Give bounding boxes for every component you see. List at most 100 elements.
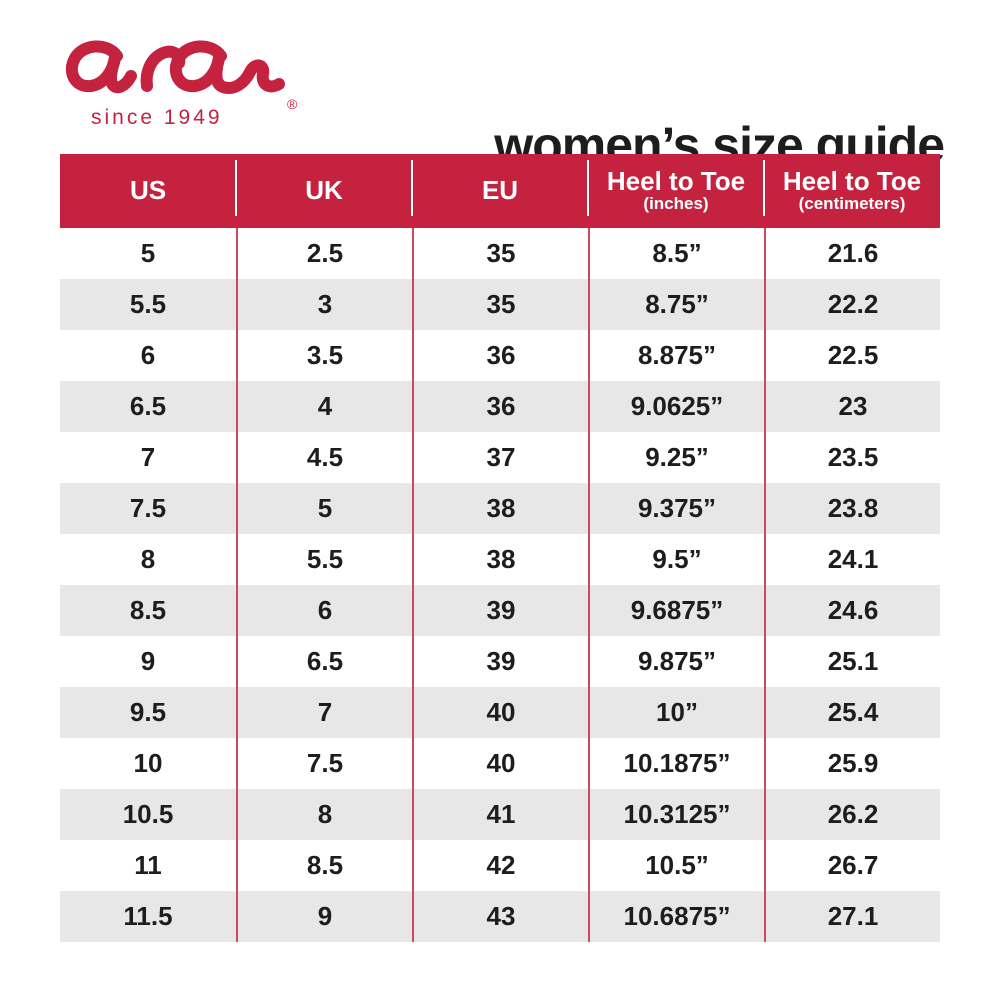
table-cell: 9.5”	[588, 534, 764, 585]
table-row: 7.5 5 38 9.375” 23.8	[60, 483, 940, 534]
column-header-uk: UK	[235, 154, 412, 228]
table-cell: 40	[412, 687, 588, 738]
table-cell: 7	[236, 687, 412, 738]
table-cell: 9.0625”	[588, 381, 764, 432]
table-cell: 5.5	[129, 289, 167, 319]
table-cell: 6.5	[236, 636, 412, 687]
table-cell: 9.5	[129, 697, 167, 727]
column-header-label: Heel to Toe	[606, 166, 746, 196]
table-cell: 6	[236, 585, 412, 636]
table-cell: 5	[140, 238, 156, 268]
table-cell: 4.5	[236, 432, 412, 483]
table-cell: 25.4	[764, 687, 940, 738]
table-cell: 27.1	[764, 891, 940, 942]
table-cell: 41	[412, 789, 588, 840]
column-header-label: US	[129, 175, 167, 206]
table-cell: 8	[140, 544, 156, 574]
table-cell: 4	[236, 381, 412, 432]
column-header-heel-to-toe-centimeters: Heel to Toe (centimeters)	[763, 154, 940, 228]
table-cell: 39	[412, 585, 588, 636]
table-cell: 2.5	[236, 228, 412, 279]
table-cell: 36	[412, 381, 588, 432]
table-row: 6 3.5 36 8.875” 22.5	[60, 330, 940, 381]
table-cell: 25.1	[764, 636, 940, 687]
table-cell: 10.3125”	[588, 789, 764, 840]
table-cell: 36	[412, 330, 588, 381]
table-cell: 3	[236, 279, 412, 330]
table-cell: 25.9	[764, 738, 940, 789]
table-cell: 9	[236, 891, 412, 942]
column-header-label: Heel to Toe	[782, 166, 922, 196]
table-row: 8 5.5 38 9.5” 24.1	[60, 534, 940, 585]
table-cell: 24.1	[764, 534, 940, 585]
table-cell: 6	[140, 340, 156, 370]
table-cell: 8.5	[236, 840, 412, 891]
ara-logo-icon	[65, 40, 285, 94]
table-row: 5 2.5 35 8.5” 21.6	[60, 228, 940, 279]
size-table-header: US UK EU Heel to Toe (inches) Heel to To…	[60, 154, 940, 228]
table-cell: 22.5	[764, 330, 940, 381]
size-table: US UK EU Heel to Toe (inches) Heel to To…	[60, 154, 940, 942]
table-cell: 42	[412, 840, 588, 891]
table-cell: 37	[412, 432, 588, 483]
table-cell: 43	[412, 891, 588, 942]
table-cell: 39	[412, 636, 588, 687]
brand-logo: ® since 1949	[55, 34, 355, 130]
column-header-sublabel: (inches)	[643, 194, 709, 214]
table-cell: 8.75”	[588, 279, 764, 330]
table-cell: 23	[764, 381, 940, 432]
column-header-sublabel: (centimeters)	[798, 194, 906, 214]
table-row: 9.5 7 40 10” 25.4	[60, 687, 940, 738]
table-row: 8.5 6 39 9.6875” 24.6	[60, 585, 940, 636]
column-header-heel-to-toe-inches: Heel to Toe (inches)	[587, 154, 764, 228]
column-header-label: UK	[305, 175, 343, 206]
table-row: 7 4.5 37 9.25” 23.5	[60, 432, 940, 483]
table-cell: 5	[236, 483, 412, 534]
table-cell: 9.25”	[588, 432, 764, 483]
table-cell: 6.5	[129, 391, 167, 421]
table-row: 10 7.5 40 10.1875” 25.9	[60, 738, 940, 789]
registered-trademark-icon: ®	[287, 96, 298, 112]
table-cell: 40	[412, 738, 588, 789]
table-cell: 21.6	[764, 228, 940, 279]
table-cell: 8.875”	[588, 330, 764, 381]
size-table-body: 5 2.5 35 8.5” 21.6 5.5 3 35 8.75” 22.2 6 3.5 36 8.875…	[60, 228, 940, 942]
table-cell: 7.5	[129, 493, 167, 523]
table-cell: 23.8	[764, 483, 940, 534]
table-cell: 11	[134, 850, 162, 880]
table-cell: 8.5	[129, 595, 167, 625]
table-row: 9 6.5 39 9.875” 25.1	[60, 636, 940, 687]
table-row: 11.5 9 43 10.6875” 27.1	[60, 891, 940, 942]
table-cell: 10.5	[122, 799, 174, 829]
table-cell: 7.5	[236, 738, 412, 789]
table-cell: 26.7	[764, 840, 940, 891]
table-cell: 9	[140, 646, 156, 676]
table-cell: 9.6875”	[588, 585, 764, 636]
table-cell: 8.5”	[588, 228, 764, 279]
table-cell: 38	[412, 483, 588, 534]
brand-tagline: since 1949	[91, 106, 223, 129]
column-header-eu: EU	[411, 154, 588, 228]
table-cell: 10.5”	[588, 840, 764, 891]
table-cell: 22.2	[764, 279, 940, 330]
table-cell: 10”	[588, 687, 764, 738]
table-row: 10.5 8 41 10.3125” 26.2	[60, 789, 940, 840]
table-cell: 10.6875”	[588, 891, 764, 942]
table-cell: 3.5	[236, 330, 412, 381]
table-cell: 26.2	[764, 789, 940, 840]
column-header-label: EU	[481, 175, 519, 206]
table-row: 6.5 4 36 9.0625” 23	[60, 381, 940, 432]
table-cell: 38	[412, 534, 588, 585]
table-cell: 23.5	[764, 432, 940, 483]
table-cell: 10	[133, 748, 163, 778]
table-row: 11 8.5 42 10.5” 26.7	[60, 840, 940, 891]
table-row: 5.5 3 35 8.75” 22.2	[60, 279, 940, 330]
table-cell: 5.5	[236, 534, 412, 585]
table-cell: 35	[412, 279, 588, 330]
table-cell: 9.375”	[588, 483, 764, 534]
table-cell: 35	[412, 228, 588, 279]
table-cell: 7	[140, 442, 156, 472]
table-cell: 9.875”	[588, 636, 764, 687]
table-cell: 11.5	[123, 901, 173, 931]
